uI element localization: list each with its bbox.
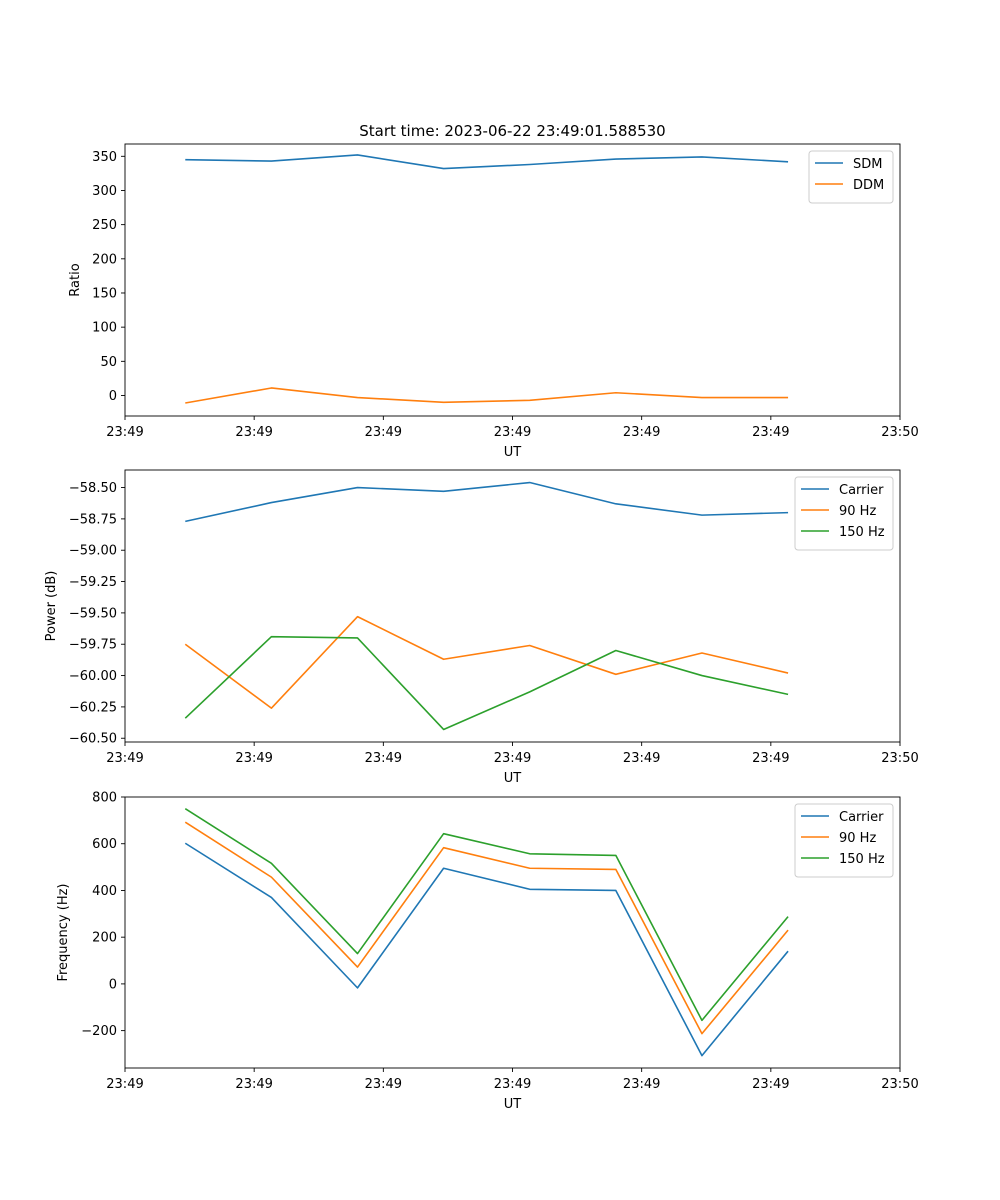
y-tick-label: 150 [92,286,117,301]
y-tick-label: −59.75 [69,638,117,653]
x-tick-label: 23:49 [106,751,143,766]
x-tick-label: 23:49 [494,751,531,766]
legend: SDM DDM [808,150,894,204]
y-tick-label: −60.00 [69,669,117,684]
subplot-1: 23:49 23:49 23:49 23:49 23:49 23:49 23:50 UT 0 50… [68,143,919,460]
legend-label: 90 Hz [839,504,876,519]
x-tick-label: 23:49 [623,425,660,440]
x-tick-label: 23:50 [881,1077,918,1092]
y-axis-label: Frequency (Hz) [56,883,71,981]
x-tick-label: 23:49 [365,425,402,440]
y-tick-label: −200 [81,1024,117,1039]
legend-label: DDM [853,178,884,193]
x-tick-label: 23:49 [623,1077,660,1092]
x-tick-label: 23:49 [752,425,789,440]
y-tick-label: 400 [92,884,117,899]
x-tick-label: 23:49 [235,425,272,440]
legend-label: 150 Hz [839,852,885,867]
y-tick-label: 350 [92,150,117,165]
series-line-ddm [185,387,789,404]
legend-label: 90 Hz [839,831,876,846]
series-line-carrier [185,481,789,523]
x-axis-label: UT [504,771,522,786]
x-tick-label: 23:50 [881,425,918,440]
y-tick-label: 250 [92,218,117,233]
y-tick-label: −59.25 [69,575,117,590]
series-line-150-hz [184,808,789,1022]
x-tick-label: 23:49 [106,1077,143,1092]
y-tick-label: −59.50 [69,606,117,621]
subplot-2: 23:49 23:49 23:49 23:49 23:49 23:49 23:50 UT −58… [44,469,919,786]
x-tick-label: 23:49 [494,425,531,440]
x-tick-label: 23:49 [106,425,143,440]
legend-label: SDM [853,157,882,172]
x-tick-label: 23:49 [365,751,402,766]
x-tick-label: 23:49 [752,751,789,766]
legend-label: Carrier [839,810,884,825]
y-tick-label: 800 [92,791,117,806]
y-tick-label: 200 [92,252,117,267]
x-tick-label: 23:49 [752,1077,789,1092]
y-tick-label: −60.25 [69,700,117,715]
y-tick-label: −58.50 [69,481,117,496]
y-tick-label: 0 [109,977,117,992]
y-axis-label: Power (dB) [44,571,59,642]
legend-label: Carrier [839,483,884,498]
x-axis-label: UT [504,445,522,460]
y-tick-label: 50 [100,355,117,370]
legend-label: 150 Hz [839,525,885,540]
y-tick-label: −58.75 [69,512,117,527]
y-tick-label: 0 [109,389,117,404]
legend: Carrier 90 Hz 150 Hz [794,476,894,551]
series-line-carrier [184,842,789,1057]
legend: Carrier 90 Hz 150 Hz [794,803,894,878]
series-line-150-hz [184,635,789,731]
x-tick-label: 23:49 [494,1077,531,1092]
subplot-3: 23:49 23:49 23:49 23:49 23:49 23:49 23:50 UT −20… [56,791,919,1113]
series-line-90-hz [184,615,789,709]
x-tick-label: 23:49 [235,751,272,766]
x-tick-label: 23:50 [881,751,918,766]
series-line-sdm [185,154,789,170]
y-tick-label: 100 [92,321,117,336]
y-tick-label: 200 [92,931,117,946]
y-tick-label: 600 [92,837,117,852]
y-tick-label: 300 [92,184,117,199]
y-tick-label: −59.00 [69,544,117,559]
legend-box [808,150,894,204]
x-axis-label: UT [504,1097,522,1112]
x-tick-label: 23:49 [365,1077,402,1092]
y-tick-label: −60.50 [69,732,117,747]
x-tick-label: 23:49 [623,751,660,766]
series-line-90-hz [184,821,789,1035]
figure-title: Start time: 2023-06-22 23:49:01.588530 [359,122,665,140]
y-axis-label: Ratio [68,263,83,296]
x-tick-label: 23:49 [235,1077,272,1092]
